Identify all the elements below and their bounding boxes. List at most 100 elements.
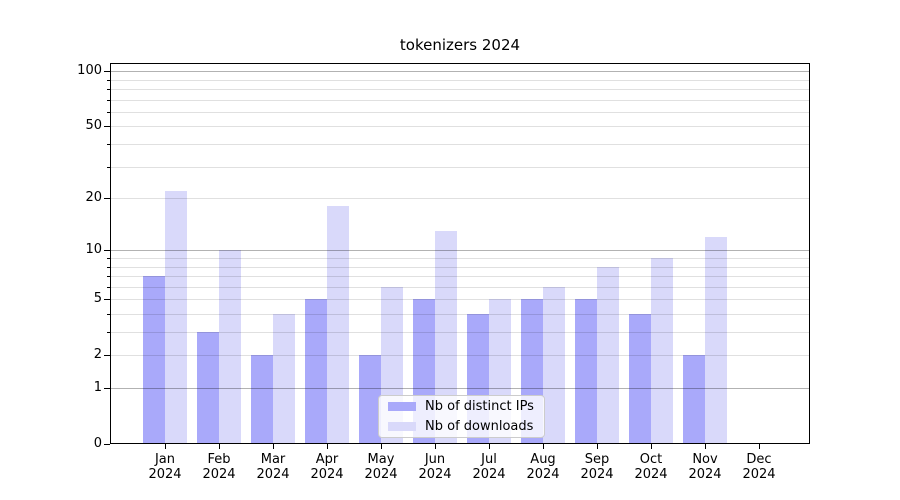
x-tick-label-sep: Sep 2024 [580, 452, 614, 482]
legend: Nb of distinct IPs Nb of downloads [378, 395, 545, 438]
y-tick-label: 0 [93, 436, 102, 451]
legend-item-downloads: Nb of downloads [388, 419, 535, 434]
bar-nb-of-distinct-ips-may [359, 355, 381, 444]
gridline-minor [110, 258, 810, 259]
gridline-minor [110, 99, 810, 101]
y-tick-label: 2 [93, 347, 102, 363]
x-tick-label-jul: Jul 2024 [472, 452, 506, 482]
bar-nb-of-downloads-feb [219, 250, 241, 444]
y-tick [104, 71, 110, 73]
y-minor-tick [107, 111, 110, 113]
x-tick-label-jun: Jun 2024 [418, 452, 452, 482]
y-minor-tick [107, 99, 110, 101]
bar-nb-of-distinct-ips-oct [629, 314, 651, 444]
y-minor-tick [107, 258, 110, 259]
y-tick [104, 250, 110, 252]
gridline-minor [110, 276, 810, 277]
legend-label-downloads: Nb of downloads [425, 419, 534, 434]
x-tick [651, 444, 652, 449]
x-tick-label-mar: Mar 2024 [256, 452, 290, 482]
gridline-major [110, 71, 810, 73]
bar-nb-of-distinct-ips-nov [683, 355, 705, 444]
plot-right-spine [809, 63, 810, 444]
y-minor-tick [107, 276, 110, 277]
x-tick [219, 444, 220, 449]
x-tick [759, 444, 760, 449]
y-minor-tick [107, 126, 110, 128]
x-tick [543, 444, 544, 449]
y-minor-tick [107, 332, 110, 333]
y-tick-label: 5 [93, 291, 102, 307]
gridline-minor [110, 332, 810, 333]
x-tick [435, 444, 436, 449]
plot-left-spine [110, 63, 111, 444]
gridline-minor [110, 266, 810, 268]
legend-label-distinct-ips: Nb of distinct IPs [425, 399, 534, 414]
y-minor-tick [107, 198, 110, 200]
x-tick [381, 444, 382, 449]
gridline-minor [110, 144, 810, 145]
bar-nb-of-downloads-jan [165, 190, 187, 444]
x-tick-label-feb: Feb 2024 [202, 452, 236, 482]
x-tick [705, 444, 706, 449]
gridline-minor [110, 355, 810, 357]
y-minor-tick [107, 144, 110, 145]
x-axis-line [110, 443, 810, 444]
bar-nb-of-downloads-apr [327, 206, 349, 444]
bar-nb-of-downloads-nov [705, 236, 727, 444]
x-tick-label-jan: Jan 2024 [148, 452, 182, 482]
bar-nb-of-downloads-oct [651, 258, 673, 444]
x-tick-label-aug: Aug 2024 [526, 452, 560, 482]
y-minor-tick [107, 286, 110, 288]
bar-nb-of-distinct-ips-apr [305, 299, 327, 444]
gridline-minor [110, 166, 810, 168]
x-tick [489, 444, 490, 449]
plot-area [110, 63, 810, 444]
y-minor-tick [107, 266, 110, 268]
x-tick-label-apr: Apr 2024 [310, 452, 344, 482]
x-tick-label-may: May 2024 [364, 452, 398, 482]
bar-nb-of-distinct-ips-jan [143, 276, 165, 444]
bar-nb-of-downloads-mar [273, 314, 295, 444]
y-minor-tick [107, 89, 110, 90]
legend-swatch-distinct-ips [388, 402, 416, 411]
gridline-major [110, 388, 810, 389]
gridline-minor [110, 314, 810, 315]
y-minor-tick [107, 166, 110, 168]
legend-swatch-downloads [388, 422, 416, 431]
gridline-minor [110, 198, 810, 200]
legend-item-distinct-ips: Nb of distinct IPs [388, 399, 535, 414]
gridline-major [110, 250, 810, 252]
y-minor-tick [107, 355, 110, 357]
bar-nb-of-downloads-jun [435, 230, 457, 444]
y-minor-tick [107, 299, 110, 301]
bar-nb-of-downloads-aug [543, 286, 565, 444]
bar-nb-of-distinct-ips-sep [575, 299, 597, 444]
x-tick [327, 444, 328, 449]
bar-nb-of-distinct-ips-feb [197, 332, 219, 444]
y-tick [104, 388, 110, 389]
x-tick-label-oct: Oct 2024 [634, 452, 668, 482]
x-tick [597, 444, 598, 449]
y-tick-label: 10 [85, 242, 102, 258]
bar-nb-of-downloads-sep [597, 266, 619, 444]
y-tick-label: 20 [85, 190, 102, 206]
y-tick-label: 1 [93, 380, 102, 395]
x-tick-label-nov: Nov 2024 [688, 452, 722, 482]
x-tick [273, 444, 274, 449]
gridline-minor [110, 126, 810, 128]
plot-top-spine [110, 63, 810, 64]
gridline-minor [110, 79, 810, 81]
y-tick-label: 50 [85, 118, 102, 134]
gridline-minor [110, 299, 810, 301]
bar-nb-of-distinct-ips-mar [251, 355, 273, 444]
y-tick [104, 444, 110, 445]
y-minor-tick [107, 79, 110, 81]
gridline-minor [110, 89, 810, 90]
x-tick [165, 444, 166, 449]
gridline-minor [110, 111, 810, 113]
gridline-minor [110, 286, 810, 288]
x-tick-label-dec: Dec 2024 [742, 452, 776, 482]
y-minor-tick [107, 314, 110, 315]
